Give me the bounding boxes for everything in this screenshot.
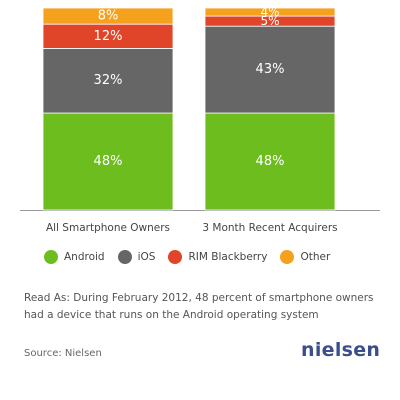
legend-label-android: Android — [64, 251, 105, 263]
bar-android-3-month-recent-acquirers — [204, 112, 336, 211]
legend-item-other: Other — [280, 250, 330, 264]
legend-item-rim-blackberry: RIM Blackberry — [168, 250, 267, 264]
data-label-ios-all-smartphone-owners: 32% — [94, 73, 123, 88]
data-label-other-all-smartphone-owners: 8% — [98, 9, 119, 24]
data-label-rim-blackberry-3-month-recent-acquirers: 5% — [260, 14, 279, 28]
data-label-android-all-smartphone-owners: 48% — [94, 154, 123, 169]
bar-ios-all-smartphone-owners — [42, 48, 174, 114]
data-label-ios-3-month-recent-acquirers: 43% — [256, 62, 285, 77]
legend-item-android: Android — [44, 250, 105, 264]
legend-swatch-rim-blackberry — [168, 250, 183, 264]
legend-swatch-ios — [117, 250, 132, 264]
bar-ios-3-month-recent-acquirers — [204, 25, 336, 114]
bar-android-all-smartphone-owners — [42, 112, 174, 211]
data-label-android-3-month-recent-acquirers: 48% — [256, 154, 285, 169]
legend-item-ios: iOS — [117, 250, 156, 264]
legend-label-ios: iOS — [137, 251, 156, 263]
bar-other-3-month-recent-acquirers — [204, 7, 336, 17]
stacked-bar-chart: 48% 32% 12% 8% All Smartphone Owners 48% 43% 5%… — [20, 5, 380, 234]
legend-swatch-other — [280, 250, 295, 264]
category-label-all-smartphone-owners: All Smartphone Owners — [46, 222, 170, 234]
category-label-3-month-recent-acquirers: 3 Month Recent Acquirers — [202, 222, 337, 234]
legend-swatch-android — [44, 250, 58, 264]
read-as-note: Read As: During February 2012, 48 percen… — [24, 292, 374, 321]
legend-label-other: Other — [300, 251, 331, 263]
nielsen-logo: nielsen — [301, 339, 381, 361]
data-label-rim-blackberry-all-smartphone-owners: 12% — [94, 29, 123, 44]
legend: Android iOS RIM Blackberry Other — [44, 250, 343, 264]
source-text: Source: Nielsen — [24, 348, 102, 359]
bar-other-all-smartphone-owners — [42, 7, 174, 25]
legend-label-rim-blackberry: RIM Blackberry — [188, 251, 268, 263]
data-label-other-3-month-recent-acquirers: 4% — [260, 5, 279, 19]
